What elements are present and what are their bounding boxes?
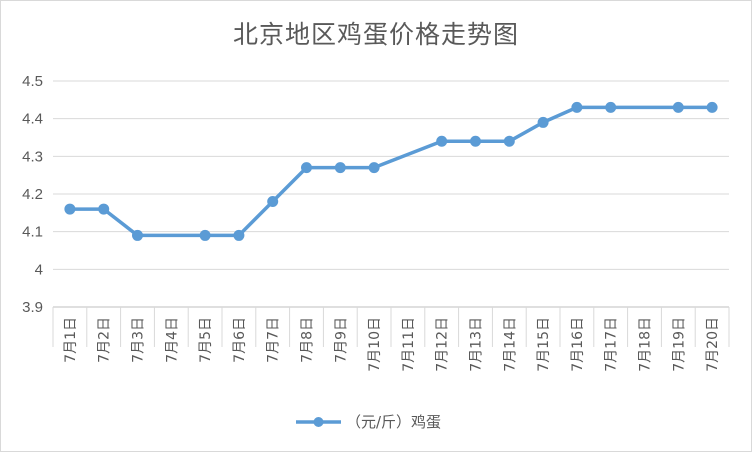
data-point [334, 162, 346, 174]
x-tick-label: 7月19日 [671, 317, 687, 372]
x-tick-label: 7月8日 [300, 317, 316, 363]
x-tick-label: 7月6日 [232, 317, 248, 363]
data-point [571, 101, 583, 113]
data-point [64, 203, 76, 215]
y-tick-label: 3.9 [22, 299, 43, 316]
x-tick-label: 7月12日 [435, 317, 451, 372]
x-tick-label: 7月2日 [97, 317, 113, 363]
x-tick-label: 7月3日 [131, 317, 147, 363]
data-point [537, 116, 549, 128]
data-point [470, 135, 481, 147]
x-tick-label: 7月18日 [638, 317, 654, 372]
x-tick-label: 7月7日 [266, 317, 282, 363]
chart-title: 北京地区鸡蛋价格走势图 [232, 20, 519, 49]
x-tick-label: 7月16日 [570, 317, 586, 372]
data-point [706, 101, 718, 113]
legend-marker [313, 417, 324, 427]
x-tick-label: 7月14日 [502, 317, 518, 372]
y-tick-label: 4.2 [22, 186, 43, 203]
data-point [98, 203, 110, 215]
data-point [301, 162, 312, 174]
y-tick-label: 4.5 [22, 73, 43, 90]
y-tick-label: 4.1 [22, 224, 43, 241]
x-tick-label: 7月17日 [604, 317, 620, 372]
data-point [436, 135, 448, 147]
data-point [605, 101, 617, 113]
x-tick-label: 7月13日 [469, 317, 485, 372]
x-tick-label: 7月4日 [164, 317, 180, 363]
x-tick-label: 7月11日 [401, 317, 417, 372]
y-tick-label: 4.3 [22, 148, 43, 165]
x-tick-label: 7月1日 [63, 317, 79, 363]
x-tick-label: 7月5日 [198, 317, 214, 363]
series-line [68, 105, 714, 238]
y-tick-label: 4 [35, 261, 43, 278]
data-point [233, 229, 245, 241]
y-tick-label: 4.4 [22, 111, 43, 128]
data-point [132, 229, 143, 241]
legend-label: （元/斤）鸡蛋 [346, 413, 441, 431]
x-tick-label: 7月10日 [367, 317, 383, 372]
data-point [199, 229, 211, 241]
data-point [368, 162, 380, 174]
x-tick-label: 7月20日 [705, 317, 721, 372]
data-point [672, 101, 684, 113]
data-point [267, 196, 279, 208]
x-tick-label: 7月9日 [333, 317, 349, 363]
data-point [503, 135, 515, 147]
x-tick-label: 7月15日 [536, 317, 552, 372]
